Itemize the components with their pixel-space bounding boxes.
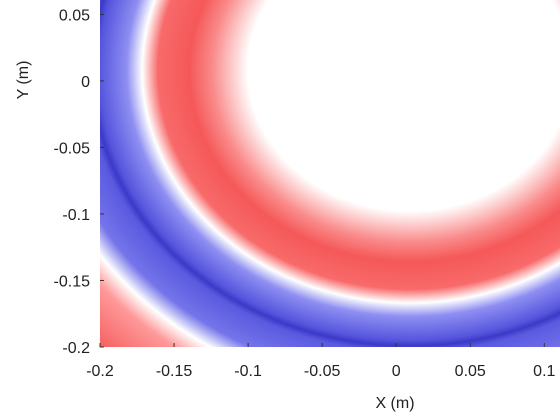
y-tick-label: -0.2 [62, 340, 90, 357]
y-tick-label: -0.05 [54, 140, 91, 157]
y-tick-label: 0.05 [59, 7, 90, 24]
x-tick-label: -0.1 [234, 363, 262, 380]
x-tick-label: -0.2 [86, 363, 114, 380]
x-tick-label: -0.15 [156, 363, 193, 380]
x-tick-label: -0.05 [304, 363, 341, 380]
x-tick-label: 0.1 [533, 363, 555, 380]
y-axis-label: Y (m) [15, 61, 32, 100]
x-tick-label: 0.05 [455, 363, 486, 380]
y-tick-label: 0 [81, 74, 90, 91]
ticks: -0.2 -0.15 -0.1 -0.05 0 0.05 0.1 -0.2 -0.15 -0.1 -… [54, 7, 556, 380]
y-tick-label: -0.1 [62, 207, 90, 224]
y-tick-label: -0.15 [54, 273, 91, 290]
x-tick-label: 0 [392, 363, 401, 380]
field-map [100, 0, 560, 347]
x-axis-label: X (m) [375, 395, 414, 412]
